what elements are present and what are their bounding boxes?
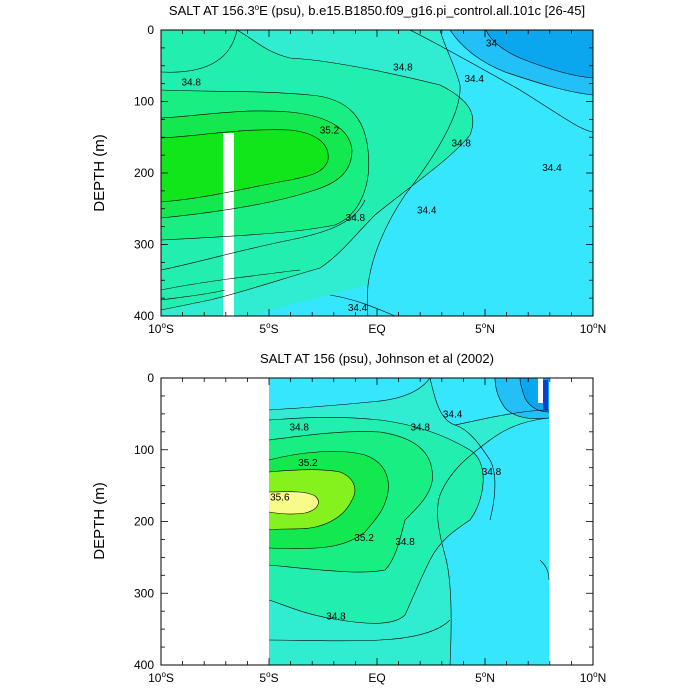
y-tick-label: 200	[134, 166, 154, 180]
fill-34	[480, 30, 593, 78]
contour-label: 34.8	[346, 213, 366, 224]
y-tick-label: 300	[134, 586, 154, 600]
x-tick-label: 10oS	[148, 670, 174, 685]
panel2-contour-labels: 34.4 34.8 34.8 34.8 35.2 35.6 35.2 34.8 34.8	[270, 409, 502, 622]
x-tick-label: 10oN	[580, 321, 606, 336]
contour-label: 34.4	[542, 163, 562, 174]
panel1-title: SALT AT 156.3oE (psu), b.e15.B1850.f09_g…	[169, 3, 585, 18]
contour-label: 34.4	[464, 74, 484, 85]
fill-34-4	[430, 378, 549, 665]
contour-label: 34.4	[417, 206, 437, 217]
contour-label: 34.8	[410, 422, 430, 433]
y-tick-label: 200	[134, 515, 154, 529]
fill-34-4b	[269, 378, 430, 410]
missing-data-strip	[223, 133, 234, 316]
contour-label: 34.8	[452, 138, 472, 149]
contour-label: 34.8	[290, 422, 310, 433]
contour-label: 35.6	[270, 493, 290, 504]
x-tick-label: EQ	[368, 322, 385, 336]
panel2-title: SALT AT 156 (psu), Johnson et al (2002)	[260, 351, 494, 366]
missing-data-notch	[538, 378, 543, 403]
contour-label: 34	[486, 38, 498, 49]
x-tick-label: 5oS	[259, 670, 278, 685]
fill-33-5	[543, 380, 548, 410]
fill-35-4	[161, 129, 329, 202]
y-tick-label: 300	[134, 238, 154, 252]
x-tick-label: 5oN	[475, 670, 495, 685]
observed-salinity-panel: SALT AT 156 (psu), Johnson et al (2002)	[91, 351, 606, 685]
contour-label: 35.2	[354, 533, 374, 544]
contour-label: 35.2	[298, 458, 318, 469]
contour-label: 34.8	[482, 467, 502, 478]
y-tick-label: 400	[134, 309, 154, 323]
contour-label: 34.8	[182, 78, 202, 89]
contour-label: 34.8	[326, 612, 346, 623]
x-tick-label: 5oS	[259, 321, 278, 336]
panel2-ylabel: DEPTH (m)	[91, 482, 108, 560]
panel1-contour-lines	[161, 30, 593, 316]
panel2-contour-lines	[268, 378, 550, 665]
y-tick-label: 400	[134, 658, 154, 672]
contour-label: 34.4	[348, 303, 368, 314]
contour-label: 34.4	[443, 409, 463, 420]
model-salinity-panel: SALT AT 156.3oE (psu), b.e15.B1850.f09_g…	[91, 3, 606, 336]
panel1-axes: 10oS 5oS EQ 5oN 10oN 0 100 200 300 400	[134, 23, 606, 336]
x-tick-label: 5oN	[475, 321, 495, 336]
contour-label: 35.2	[320, 126, 340, 137]
panel1-filled-contours	[161, 30, 593, 316]
contour-label: 34.8	[393, 63, 413, 74]
panel1-contour-labels: 34 34.8 34.8 34.4 35.2 34.8 34.4 34.8 34.4 34.4	[182, 38, 563, 314]
x-tick-label: 10oN	[580, 670, 606, 685]
panel2-filled-contours	[269, 378, 549, 665]
panel1-ylabel: DEPTH (m)	[91, 134, 108, 212]
y-tick-label: 100	[134, 95, 154, 109]
x-tick-label: 10oS	[148, 321, 174, 336]
y-tick-label: 0	[147, 23, 154, 37]
fill-35-6	[269, 491, 319, 515]
contour-label: 34.8	[395, 537, 415, 548]
panel2-axes: 10oS 5oS EQ 5oN 10oN 0 100 200 300 400	[134, 371, 606, 685]
y-tick-label: 0	[147, 371, 154, 385]
y-tick-label: 100	[134, 443, 154, 457]
x-tick-label: EQ	[368, 671, 385, 685]
